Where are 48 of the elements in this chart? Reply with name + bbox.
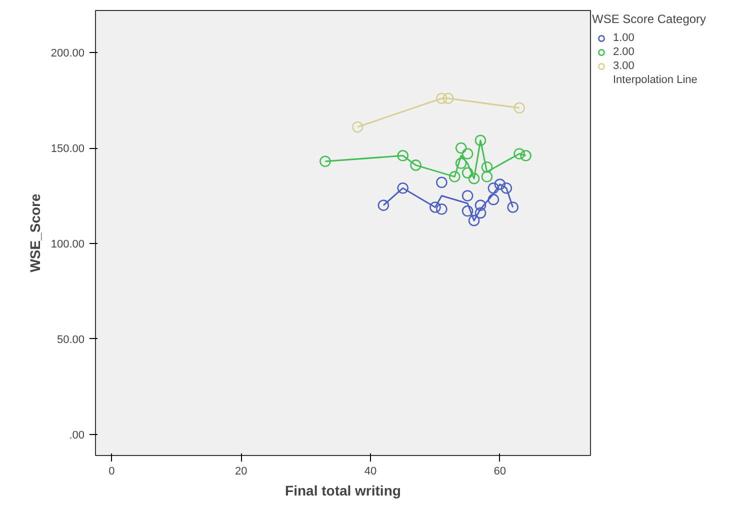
point [436, 92, 448, 104]
point [474, 134, 486, 146]
point [488, 194, 500, 206]
y-axis-title: WSE_Score [26, 193, 43, 272]
point [474, 200, 486, 211]
x-tick-label: 20 [234, 466, 248, 478]
point [468, 172, 480, 184]
point [462, 148, 474, 160]
point [448, 171, 460, 182]
point [462, 167, 474, 178]
legend-label: 2.00 [613, 46, 634, 58]
point [520, 150, 532, 162]
point [462, 190, 474, 202]
point [468, 214, 480, 226]
x-tick-label: 0 [108, 466, 115, 478]
point [436, 176, 448, 188]
point [352, 121, 364, 133]
x-tick-label: 40 [364, 466, 377, 478]
x-tick-label: 60 [494, 466, 506, 478]
point [474, 207, 486, 219]
point [488, 182, 500, 194]
point [481, 171, 493, 182]
point [455, 158, 467, 169]
legend-label: 3.00 [613, 60, 634, 72]
x-axis-title: Final total writing [285, 482, 401, 498]
point [494, 178, 506, 190]
point [430, 202, 441, 213]
y-tick-label: 150.00 [50, 143, 85, 156]
point [320, 156, 331, 168]
point [442, 92, 454, 104]
legend-title: WSE Score Category [592, 12, 706, 26]
point [436, 203, 448, 215]
point [462, 205, 474, 217]
point [514, 102, 525, 114]
legend-label: 1.00 [613, 32, 634, 44]
point [410, 160, 422, 171]
y-tick-label: 200.00 [50, 48, 85, 60]
y-tick-label: .00 [69, 429, 85, 442]
point [500, 182, 512, 194]
point [481, 161, 493, 173]
point [378, 200, 390, 211]
point [507, 202, 519, 213]
point [397, 182, 409, 194]
legend-label: Interpolation Line [613, 74, 698, 86]
point [455, 142, 467, 154]
point [397, 150, 409, 162]
y-tick-label: 100.00 [50, 238, 85, 251]
y-tick-label: 50.00 [56, 334, 85, 346]
